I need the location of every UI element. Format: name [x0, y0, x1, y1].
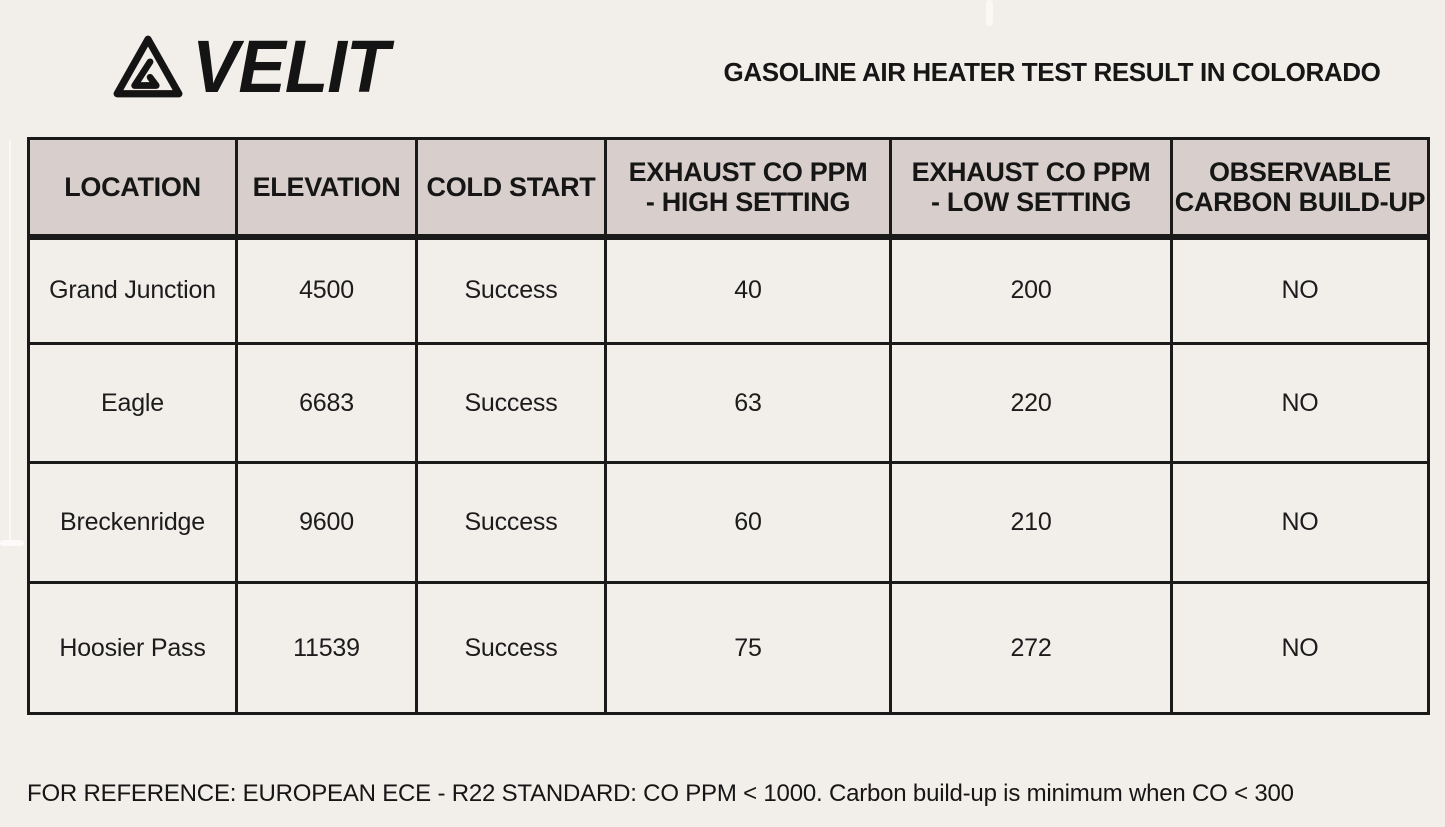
- table-cell: Success: [415, 342, 607, 464]
- table-cell: 200: [889, 235, 1173, 345]
- page-title: GASOLINE AIR HEATER TEST RESULT IN COLOR…: [723, 57, 1381, 87]
- table-cell: Success: [415, 461, 607, 584]
- velit-logo: VELIT: [112, 30, 397, 104]
- table-cell: NO: [1170, 461, 1430, 584]
- scan-artifact: [9, 140, 11, 540]
- column-header-co-ppm-high: EXHAUST CO PPM - HIGH SETTING: [604, 137, 892, 240]
- table-cell: NO: [1170, 581, 1430, 715]
- table-cell: 220: [889, 342, 1173, 464]
- table-cell: 40: [604, 235, 892, 345]
- table-cell: 210: [889, 461, 1173, 584]
- table-row: Grand Junction 4500 Success 40 200 NO: [27, 235, 1430, 345]
- table-cell: 6683: [235, 342, 418, 464]
- footer-note: FOR REFERENCE: EUROPEAN ECE - R22 STANDA…: [27, 780, 1294, 807]
- table-row: Eagle 6683 Success 63 220 NO: [27, 342, 1430, 464]
- table-row: Breckenridge 9600 Success 60 210 NO: [27, 461, 1430, 584]
- table-cell: 63: [604, 342, 892, 464]
- table-cell: Grand Junction: [27, 235, 238, 345]
- table-cell: 272: [889, 581, 1173, 715]
- table-cell: Success: [415, 581, 607, 715]
- header-row: LOCATION ELEVATION COLD START EXHAUST CO…: [27, 137, 1430, 240]
- column-header-carbon-buildup: OBSERVABLE CARBON BUILD-UP: [1170, 137, 1430, 240]
- column-header-elevation: ELEVATION: [235, 137, 418, 240]
- table-cell: 4500: [235, 235, 418, 345]
- table-body: Grand Junction 4500 Success 40 200 NO Eagle 668…: [27, 235, 1430, 715]
- table-row: Hoosier Pass 11539 Success 75 272 NO: [27, 581, 1430, 715]
- table-cell: 9600: [235, 461, 418, 584]
- results-table: LOCATION ELEVATION COLD START EXHAUST CO…: [27, 137, 1430, 715]
- table-cell: Hoosier Pass: [27, 581, 238, 715]
- table-cell: Breckenridge: [27, 461, 238, 584]
- table-cell: 75: [604, 581, 892, 715]
- table-cell: NO: [1170, 235, 1430, 345]
- scan-artifact: [986, 0, 993, 26]
- scan-artifact: [0, 540, 24, 546]
- column-header-co-ppm-low: EXHAUST CO PPM - LOW SETTING: [889, 137, 1173, 240]
- column-header-cold-start: COLD START: [415, 137, 607, 240]
- brand-name: VELIT: [192, 25, 389, 108]
- column-header-location: LOCATION: [27, 137, 238, 240]
- table-cell: Eagle: [27, 342, 238, 464]
- table-cell: NO: [1170, 342, 1430, 464]
- table-cell: 11539: [235, 581, 418, 715]
- triangle-mountain-logo-icon: [112, 34, 184, 100]
- table-cell: 60: [604, 461, 892, 584]
- table-cell: Success: [415, 235, 607, 345]
